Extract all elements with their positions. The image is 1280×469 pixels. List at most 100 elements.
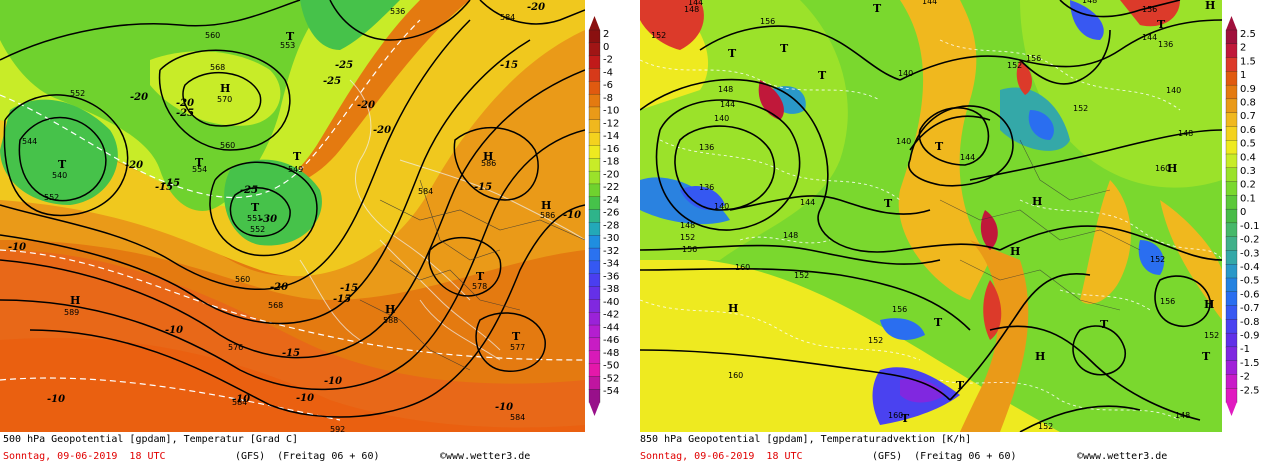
contour-label-gpdam: 148 — [680, 221, 695, 230]
scale-label: -20 — [603, 169, 619, 180]
isotherm-label-degc: -20 — [125, 160, 143, 171]
scale-label: -40 — [603, 297, 619, 308]
isotherm-label-degc: -25 — [240, 185, 258, 196]
isotherm-label-degc: -20 — [130, 92, 148, 103]
contour-label-gpdam: 584 — [500, 13, 515, 22]
scale-swatch — [1225, 319, 1238, 334]
pressure-center-mark: T — [934, 316, 943, 329]
pressure-center-mark: T — [956, 379, 965, 392]
scale-swatch — [1225, 236, 1238, 252]
scale-label: -44 — [603, 322, 619, 333]
scale-arrow-top — [1226, 16, 1237, 30]
scale-label: -0.7 — [1240, 303, 1260, 314]
scale-label: -0.9 — [1240, 330, 1260, 341]
scale-label: -16 — [603, 144, 619, 155]
pressure-center-mark: T — [935, 140, 944, 153]
scale-swatch — [588, 273, 601, 288]
scale-swatch — [588, 132, 601, 147]
color-scale-500hpa: 2 0 -2-4 -6 -8 -10-12 -14 -16 -18-20 -22 -24 -26-28… — [588, 16, 619, 416]
scale-swatch — [588, 363, 601, 377]
scale-swatch — [1225, 277, 1238, 293]
contour-label-gpdam: 144 — [720, 100, 735, 109]
panel-850hpa: 148 144 156 152 148 144 140 136 136 140 144 148 152 1… — [640, 0, 1280, 469]
copyright-link[interactable]: ©www.wetter3.de — [1077, 451, 1168, 462]
scale-swatch — [1225, 222, 1238, 238]
pressure-center-mark: T — [728, 47, 737, 60]
contour-label-gpdam: 568 — [210, 63, 225, 72]
contour-label-gpdam: 568 — [268, 301, 283, 310]
contour-label-gpdam: 148 — [783, 231, 798, 240]
scale-swatch — [1225, 388, 1238, 403]
scale-label: -12 — [603, 118, 619, 129]
scale-swatch — [588, 81, 601, 95]
isotherm-label-degc: -10 — [324, 376, 342, 387]
map-title: 850 hPa Geopotential [gpdam], Temperatur… — [640, 434, 972, 445]
pressure-center-mark: T — [251, 201, 260, 214]
contour-label-gpdam: 560 — [220, 141, 235, 150]
scale-label: 0.9 — [1240, 84, 1256, 95]
contour-label-gpdam: 152 — [651, 31, 666, 40]
scale-label: -8 — [603, 93, 613, 104]
scale-swatch — [588, 247, 601, 262]
scale-swatch — [588, 55, 601, 70]
contour-label-gpdam: 140 — [714, 114, 729, 123]
scale-swatch — [588, 145, 601, 159]
scale-label: -0.8 — [1240, 317, 1260, 328]
contour-label-gpdam: 152 — [1038, 422, 1053, 431]
contour-label-gpdam: 560 — [235, 275, 250, 284]
pressure-center-mark: H — [1010, 245, 1020, 258]
scale-label: 2.5 — [1240, 29, 1256, 40]
isotherm-label-degc: -10 — [232, 394, 250, 405]
scale-label: -1.5 — [1240, 358, 1260, 369]
scale-label: 1.5 — [1240, 56, 1256, 67]
isotherm-label-degc: -25 — [176, 108, 194, 119]
scale-swatch — [588, 222, 601, 236]
contour-label-gpdam: 148 — [1082, 0, 1097, 5]
scale-label: 0.6 — [1240, 125, 1256, 136]
contour-label-gpdam: 160 — [735, 263, 750, 272]
scale-swatch — [588, 29, 601, 44]
scale-swatch — [588, 312, 601, 326]
scale-swatch — [588, 158, 601, 172]
scale-label: -38 — [603, 284, 619, 295]
copyright-link[interactable]: ©www.wetter3.de — [440, 451, 531, 462]
scale-label: -14 — [603, 131, 619, 142]
scale-label: -34 — [603, 259, 619, 270]
contour-label-gpdam: 136 — [699, 183, 714, 192]
pressure-center-mark: H — [1204, 298, 1214, 311]
contour-label-gpdam: 136 — [699, 143, 714, 152]
scale-swatch — [1225, 195, 1238, 210]
scale-label: 0.4 — [1240, 152, 1256, 163]
contour-label-gpdam: 144 — [688, 0, 703, 7]
contour-label-gpdam: 584 — [232, 398, 247, 407]
contour-label-gpdam: 552 — [250, 225, 265, 234]
contour-label-gpdam: 160 — [1155, 164, 1170, 173]
scale-label: 0 — [603, 42, 609, 53]
contour-label-gpdam: 536 — [390, 7, 405, 16]
contour-label-gpdam: 144 — [960, 153, 975, 162]
scale-swatch — [1225, 167, 1238, 183]
map-date: Sonntag, 09-06-2019 18 UTC — [640, 451, 803, 462]
pressure-center-mark: H — [385, 303, 395, 316]
scale-swatch — [1225, 140, 1238, 155]
scale-swatch — [588, 324, 601, 339]
scale-label: -2 — [1240, 372, 1250, 383]
scale-swatch — [1225, 43, 1238, 59]
pressure-center-mark: T — [293, 150, 302, 163]
scale-swatch — [1225, 346, 1238, 362]
contour-label-gpdam: 144 — [800, 198, 815, 207]
scale-swatch — [588, 42, 601, 57]
scale-swatch — [1225, 57, 1238, 72]
scale-label: 2 — [1240, 43, 1246, 54]
contour-label-gpdam: 552 — [44, 193, 59, 202]
scale-swatch — [588, 376, 601, 390]
scale-label: 2 — [603, 29, 609, 40]
isotherm-label-degc: -20 — [373, 125, 391, 136]
scale-swatch — [588, 106, 601, 121]
contour-label-gpdam: 552 — [70, 89, 85, 98]
contour-label-gpdam: 152 — [794, 271, 809, 280]
isotherm-label-degc: -20 — [270, 282, 288, 293]
contour-label-gpdam: 156 — [682, 245, 697, 254]
scale-label: -24 — [603, 195, 619, 206]
isotherm-label-degc: -15 — [333, 294, 351, 305]
